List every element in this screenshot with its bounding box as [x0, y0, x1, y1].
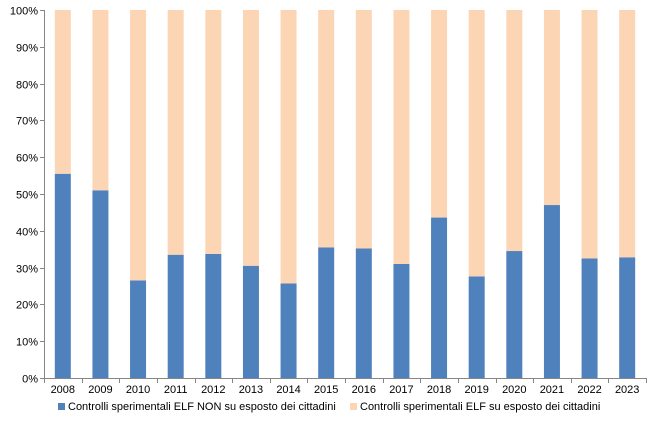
bar-2020-series-2	[506, 10, 523, 252]
legend-swatch-series-1	[58, 403, 65, 410]
x-tick-label: 2023	[615, 384, 639, 396]
x-tick-label: 2012	[201, 384, 225, 396]
y-tick-label: 80%	[16, 80, 38, 92]
y-tick-label: 20%	[16, 300, 38, 312]
bar-2021-series-2	[543, 10, 560, 206]
x-tick-label: 2022	[577, 384, 601, 396]
plot-area	[54, 10, 636, 378]
bar-2023-series-2	[619, 10, 636, 258]
bar-2011-series-2	[167, 10, 184, 255]
bar-2008-series-2	[54, 10, 71, 174]
bar-2016-series-2	[355, 10, 372, 249]
legend-swatch-series-2	[350, 403, 357, 410]
y-tick-label: 40%	[16, 227, 38, 239]
bar-2012-series-1	[205, 253, 222, 378]
bar-2022-series-1	[581, 258, 598, 378]
y-tick-label: 90%	[16, 43, 38, 55]
x-tick-label: 2009	[88, 384, 112, 396]
y-tick-label: 60%	[16, 153, 38, 165]
bar-2014-series-2	[280, 10, 297, 284]
y-axis: 0% 10% 20% 30% 40% 50% 60% 70% 80% 90% 100%	[10, 6, 45, 386]
bar-2015-series-1	[318, 247, 335, 378]
x-tick-label: 2013	[239, 384, 263, 396]
bar-2014-series-1	[280, 283, 297, 378]
x-tick-label: 2017	[389, 384, 413, 396]
legend-label-series-1: Controlli sperimentali ELF NON su espost…	[68, 401, 336, 413]
bar-2008-series-1	[54, 173, 71, 378]
bar-2013-series-2	[242, 10, 259, 266]
bar-2011-series-1	[167, 254, 184, 378]
y-tick-label: 10%	[16, 337, 38, 349]
bar-2020-series-1	[506, 251, 523, 378]
x-tick-label: 2014	[276, 384, 300, 396]
bar-2021-series-1	[543, 205, 560, 378]
x-tick-label: 2015	[314, 384, 338, 396]
bar-2023-series-1	[619, 257, 636, 378]
x-tick-label: 2018	[427, 384, 451, 396]
bar-2009-series-1	[92, 190, 109, 378]
bar-2018-series-1	[431, 217, 448, 378]
bar-2009-series-2	[92, 10, 109, 191]
bar-2017-series-2	[393, 10, 410, 264]
y-tick-label: 70%	[16, 116, 38, 128]
x-tick-label: 2020	[502, 384, 526, 396]
x-tick-label: 2019	[464, 384, 488, 396]
bar-2013-series-1	[242, 265, 259, 378]
y-tick-label: 0%	[22, 374, 38, 386]
x-tick-label: 2010	[126, 384, 150, 396]
bar-2015-series-2	[318, 10, 335, 248]
bar-2018-series-2	[431, 10, 448, 218]
y-tick-label: 100%	[10, 6, 38, 18]
bar-2022-series-2	[581, 10, 598, 259]
x-tick-label: 2011	[164, 384, 188, 396]
bar-2012-series-2	[205, 10, 222, 254]
x-tick-label: 2008	[51, 384, 75, 396]
bar-2019-series-1	[468, 276, 485, 378]
bar-2010-series-1	[130, 280, 147, 378]
x-tick-label: 2021	[540, 384, 564, 396]
legend: Controlli sperimentali ELF NON su espost…	[58, 401, 600, 413]
y-tick-label: 30%	[16, 264, 38, 276]
bar-2010-series-2	[130, 10, 147, 281]
bar-2017-series-1	[393, 263, 410, 378]
legend-label-series-2: Controlli sperimentali ELF su esposto de…	[360, 401, 600, 413]
x-tick-label: 2016	[352, 384, 376, 396]
bar-2019-series-2	[468, 10, 485, 277]
x-axis: 2008 2009 2010 2011 2012 2013 2014 2015 2016 2017…	[44, 378, 647, 396]
bar-2016-series-1	[355, 248, 372, 378]
y-tick-label: 50%	[16, 190, 38, 202]
